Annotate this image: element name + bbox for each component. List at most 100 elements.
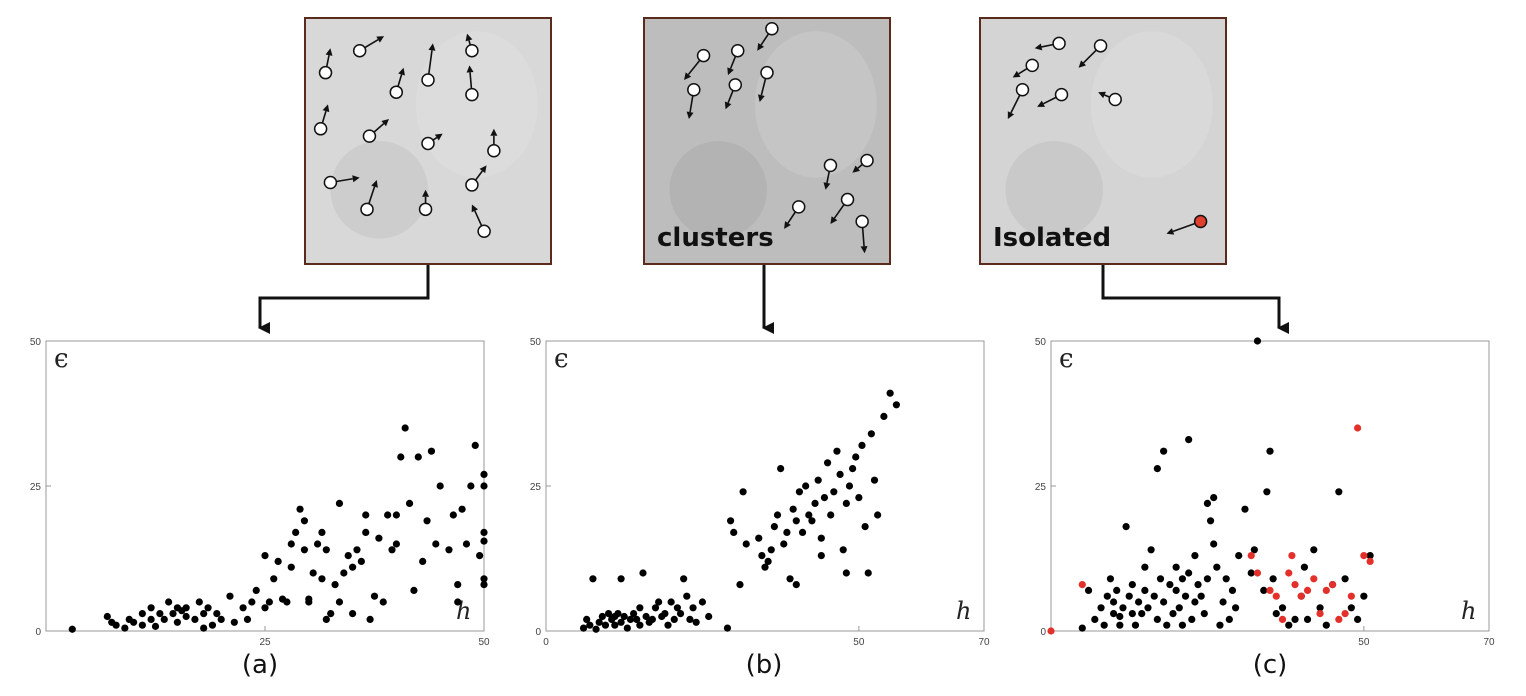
data-point bbox=[651, 604, 660, 612]
data-point bbox=[1138, 610, 1146, 618]
data-point bbox=[156, 610, 164, 618]
y-tick-label: 50 bbox=[30, 337, 42, 348]
data-point bbox=[1328, 581, 1337, 589]
data-point bbox=[362, 511, 370, 519]
data-point bbox=[761, 563, 769, 571]
data-point bbox=[739, 488, 747, 496]
data-point bbox=[243, 615, 252, 623]
motion-arrow-head bbox=[1034, 43, 1043, 51]
particle bbox=[313, 122, 328, 136]
data-point bbox=[1109, 598, 1118, 606]
data-point bbox=[583, 615, 591, 623]
data-point bbox=[792, 517, 800, 525]
data-point bbox=[764, 557, 772, 565]
data-point bbox=[842, 499, 850, 507]
texture-blob bbox=[1090, 31, 1213, 178]
data-point bbox=[454, 581, 462, 589]
data-point bbox=[827, 511, 835, 519]
motion-arrow-head bbox=[376, 36, 385, 43]
data-point bbox=[195, 598, 203, 606]
data-point bbox=[598, 612, 606, 621]
motion-arrow-head bbox=[860, 245, 868, 254]
particle bbox=[791, 200, 806, 214]
data-point bbox=[471, 441, 479, 449]
motion-arrow-head bbox=[686, 111, 694, 120]
data-point bbox=[138, 621, 146, 629]
data-point bbox=[1109, 610, 1118, 618]
data-point bbox=[300, 517, 309, 525]
data-point bbox=[1231, 604, 1240, 612]
data-point bbox=[667, 598, 675, 606]
motion-arrow-head bbox=[684, 72, 692, 80]
data-point bbox=[151, 622, 160, 630]
data-point bbox=[817, 534, 825, 542]
data-point bbox=[1203, 575, 1212, 583]
data-point bbox=[160, 615, 168, 623]
data-point bbox=[1291, 581, 1299, 589]
motion-arrow-head bbox=[1007, 111, 1015, 120]
data-point bbox=[589, 575, 597, 583]
data-point bbox=[1206, 517, 1215, 525]
data-point bbox=[639, 569, 647, 577]
data-point bbox=[1354, 615, 1362, 623]
motion-arrow-head bbox=[422, 189, 430, 197]
data-point bbox=[1225, 615, 1233, 623]
data-point bbox=[892, 401, 900, 409]
data-point bbox=[692, 618, 700, 626]
particle bbox=[687, 83, 701, 97]
plot-frame bbox=[1050, 340, 1490, 632]
particle bbox=[360, 202, 374, 217]
particle bbox=[1052, 36, 1066, 51]
data-point bbox=[579, 624, 588, 632]
data-point bbox=[1091, 615, 1099, 623]
data-point bbox=[204, 604, 212, 612]
data-point bbox=[842, 569, 850, 577]
data-point bbox=[1181, 592, 1190, 600]
data-point bbox=[1366, 557, 1374, 565]
y-tick-label: 50 bbox=[1035, 337, 1047, 348]
data-point bbox=[789, 505, 797, 513]
particle bbox=[823, 158, 838, 173]
data-point bbox=[1153, 615, 1161, 623]
data-point bbox=[423, 517, 431, 525]
data-point bbox=[880, 412, 888, 420]
data-point bbox=[1191, 598, 1199, 606]
data-point bbox=[213, 610, 221, 618]
data-point bbox=[1169, 610, 1177, 618]
data-point bbox=[1166, 581, 1174, 589]
data-point bbox=[1272, 610, 1280, 618]
data-point bbox=[1210, 540, 1218, 548]
data-point bbox=[1266, 447, 1274, 455]
motion-arrow-head bbox=[371, 180, 378, 188]
particle bbox=[840, 192, 855, 207]
y-axis-label: ϵ bbox=[554, 344, 569, 374]
particle bbox=[730, 43, 745, 58]
data-point bbox=[392, 540, 400, 548]
motion-arrow-head bbox=[1166, 228, 1175, 235]
data-point bbox=[344, 552, 352, 560]
data-point bbox=[820, 494, 829, 502]
data-point bbox=[680, 575, 688, 583]
data-point bbox=[755, 534, 763, 542]
image-panel-b: clusters bbox=[643, 17, 891, 265]
particle bbox=[318, 65, 333, 80]
data-point bbox=[676, 610, 685, 618]
data-point bbox=[795, 488, 804, 496]
data-point bbox=[309, 569, 317, 577]
data-point bbox=[742, 540, 750, 548]
data-point bbox=[419, 557, 427, 565]
data-point bbox=[182, 612, 190, 621]
data-point bbox=[620, 612, 628, 621]
motion-arrow-head bbox=[398, 67, 405, 76]
data-point bbox=[1253, 569, 1262, 577]
x-tick-label: 70 bbox=[1483, 637, 1495, 648]
particle bbox=[421, 136, 435, 151]
data-point bbox=[335, 499, 344, 507]
data-point bbox=[305, 595, 313, 603]
data-point bbox=[1106, 575, 1115, 583]
data-point bbox=[1291, 615, 1299, 623]
data-point bbox=[1078, 581, 1086, 589]
data-point bbox=[874, 511, 882, 519]
data-point bbox=[296, 505, 304, 513]
data-point bbox=[392, 511, 400, 519]
